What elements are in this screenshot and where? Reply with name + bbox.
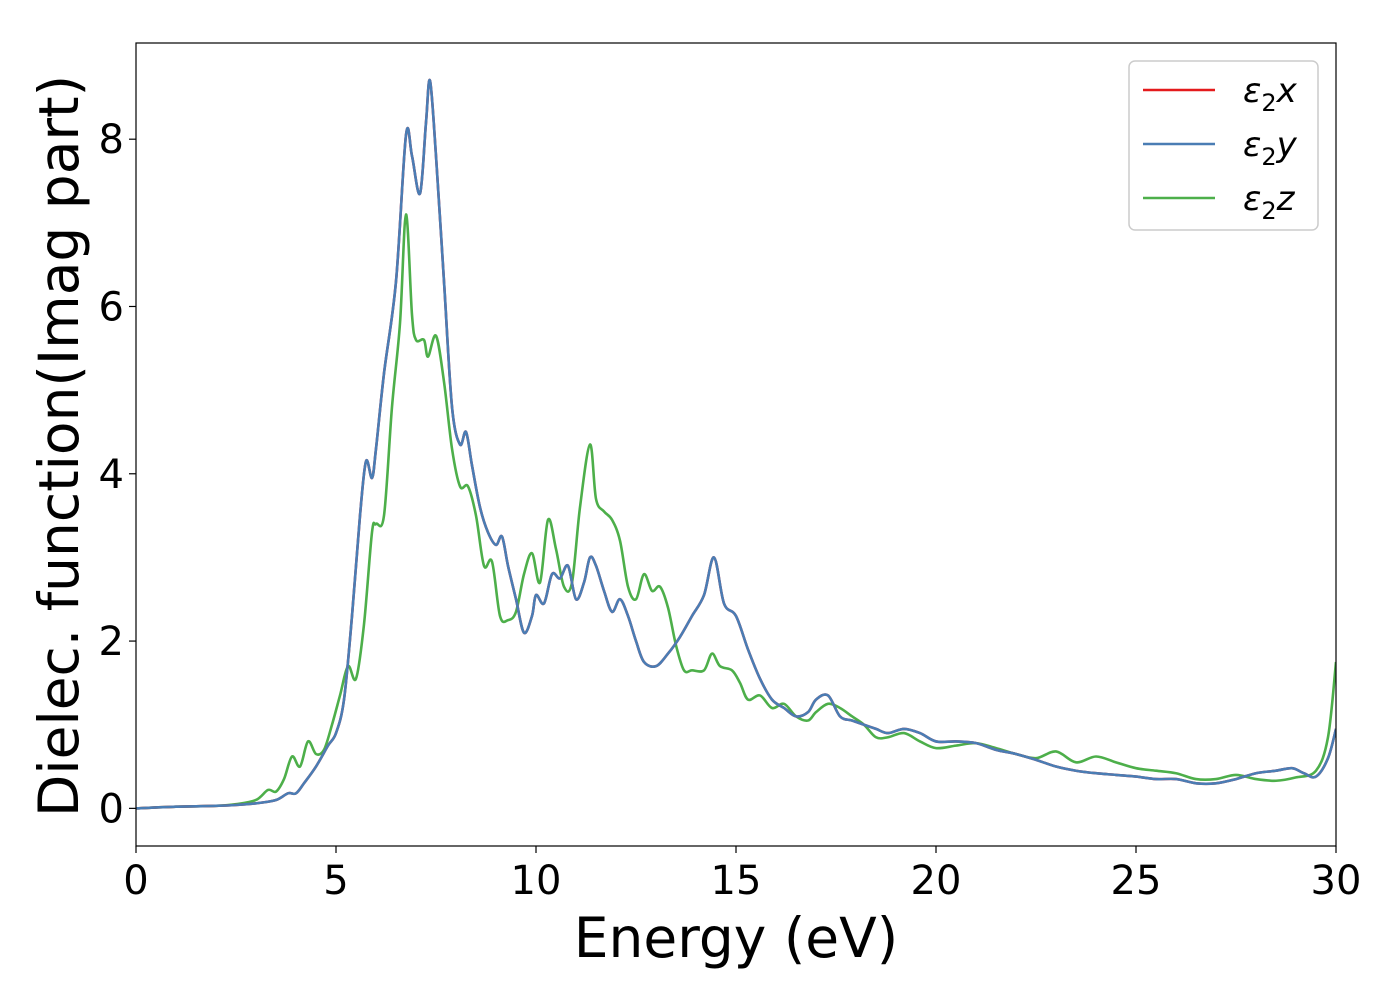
legend-label-y: ε2y <box>1243 125 1298 171</box>
legend-label-suffix: x <box>1276 71 1298 111</box>
tick-marks <box>129 138 1337 853</box>
x-tick-label: 20 <box>911 858 962 904</box>
y-axis-title: Dielec. function(Imag part) <box>27 75 91 817</box>
y-tick-label: 0 <box>99 786 124 832</box>
legend-label-subscript: 2 <box>1261 89 1276 117</box>
legend-box <box>1128 60 1319 231</box>
x-tick-label: 30 <box>1311 858 1362 904</box>
y-tick-label: 4 <box>99 452 124 498</box>
series-line-y <box>136 78 1336 810</box>
legend-label-suffix: z <box>1276 179 1296 219</box>
y-tick-label: 8 <box>99 117 124 163</box>
x-tick-label: 25 <box>1111 858 1162 904</box>
y-tick-label: 6 <box>99 284 124 330</box>
tick-labels: 0 5 10 15 20 25 30 0 2 4 6 8 <box>99 117 1362 904</box>
x-tick-label: 10 <box>511 858 562 904</box>
legend-label-subscript: 2 <box>1261 143 1276 171</box>
series-line-z <box>136 213 1336 810</box>
legend-label-base: ε <box>1243 71 1261 111</box>
x-tick-label: 15 <box>711 858 762 904</box>
legend-label-base: ε <box>1243 179 1261 219</box>
legend-label-subscript: 2 <box>1261 197 1276 225</box>
x-tick-label: 0 <box>123 858 148 904</box>
legend-label-suffix: y <box>1276 125 1298 165</box>
legend-label-z: ε2z <box>1243 179 1296 225</box>
series-lines <box>136 78 1336 810</box>
y-tick-label: 2 <box>99 619 124 665</box>
x-tick-label: 5 <box>323 858 348 904</box>
legend-label-x: ε2x <box>1243 71 1298 117</box>
legend-label-base: ε <box>1243 125 1261 165</box>
x-axis-title: Energy (eV) <box>574 906 898 970</box>
plot-frame <box>135 42 1337 847</box>
